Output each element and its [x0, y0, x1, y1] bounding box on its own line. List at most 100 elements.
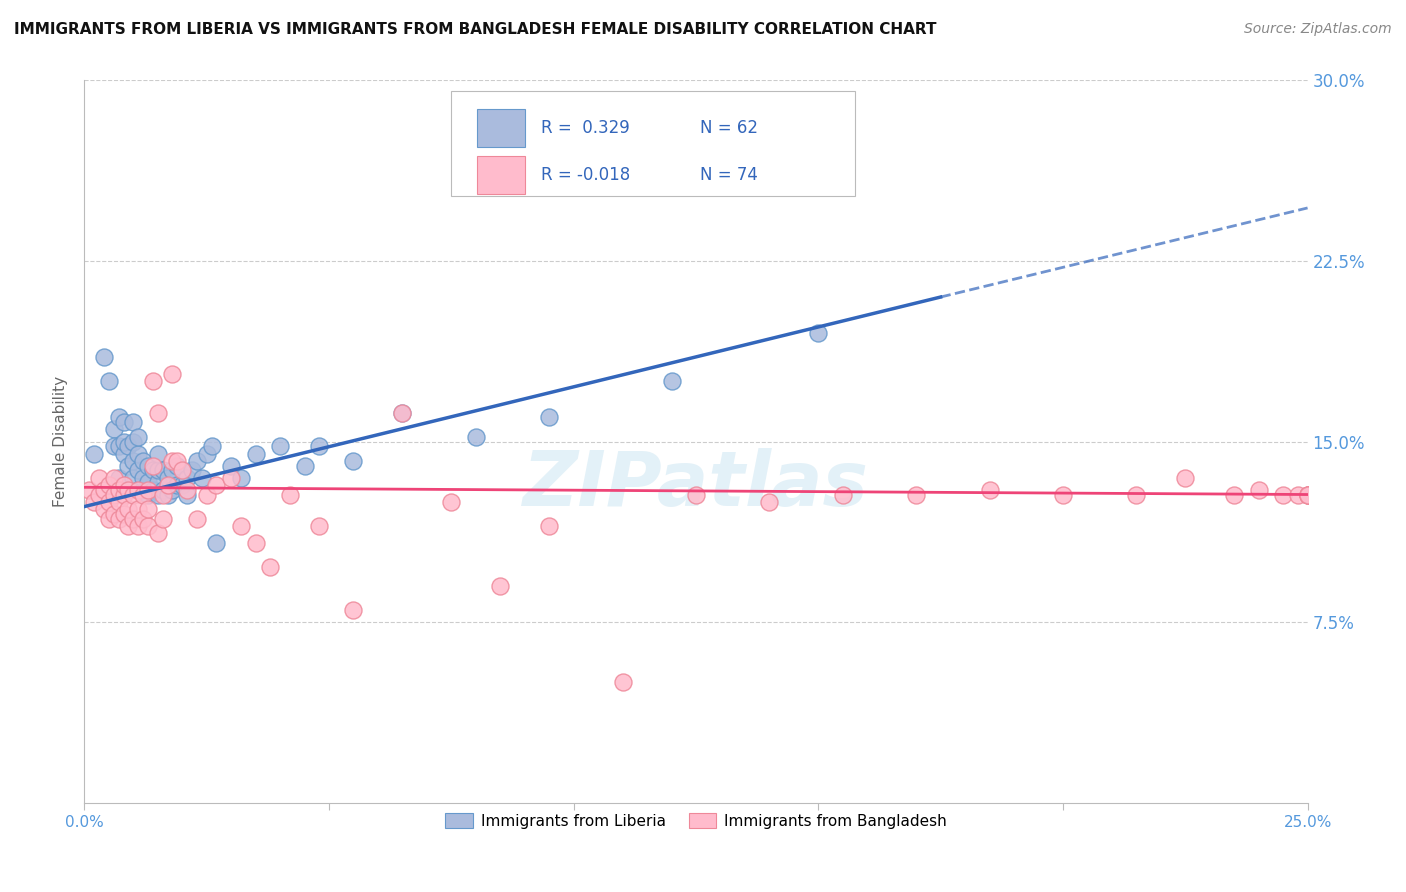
Point: [146, 446, 169, 460]
Point: [229, 518, 252, 533]
Point: [1247, 483, 1270, 497]
Point: [538, 410, 561, 425]
Point: [166, 478, 188, 492]
Point: [186, 454, 208, 468]
Point: [107, 410, 129, 425]
Point: [162, 463, 184, 477]
Point: [1296, 487, 1319, 501]
Point: [205, 478, 228, 492]
Point: [905, 487, 928, 501]
Point: [294, 458, 316, 473]
Point: [156, 470, 179, 484]
Point: [1052, 487, 1074, 501]
Point: [162, 483, 184, 497]
Y-axis label: Female Disability: Female Disability: [53, 376, 69, 508]
FancyBboxPatch shape: [477, 156, 524, 194]
Point: [342, 603, 364, 617]
Point: [152, 483, 174, 497]
Point: [464, 430, 486, 444]
Point: [83, 494, 105, 508]
Point: [122, 487, 145, 501]
Point: [278, 487, 301, 501]
Point: [136, 502, 159, 516]
Text: IMMIGRANTS FROM LIBERIA VS IMMIGRANTS FROM BANGLADESH FEMALE DISABILITY CORRELAT: IMMIGRANTS FROM LIBERIA VS IMMIGRANTS FR…: [14, 22, 936, 37]
Point: [136, 458, 159, 473]
Point: [103, 439, 125, 453]
Point: [107, 494, 129, 508]
Point: [146, 475, 169, 490]
Point: [103, 507, 125, 521]
Point: [489, 579, 512, 593]
Point: [122, 470, 145, 484]
Point: [259, 559, 281, 574]
Text: R =  0.329: R = 0.329: [541, 119, 630, 137]
Point: [758, 494, 780, 508]
Point: [172, 478, 194, 492]
Point: [87, 470, 110, 484]
Point: [391, 406, 413, 420]
Point: [391, 406, 413, 420]
Point: [77, 483, 100, 497]
Point: [205, 535, 228, 549]
Point: [245, 535, 267, 549]
Point: [122, 415, 145, 429]
Text: R = -0.018: R = -0.018: [541, 166, 630, 184]
Point: [112, 478, 135, 492]
Point: [176, 483, 198, 497]
Point: [1125, 487, 1147, 501]
Point: [1296, 487, 1319, 501]
Legend: Immigrants from Liberia, Immigrants from Bangladesh: Immigrants from Liberia, Immigrants from…: [440, 806, 952, 835]
Point: [200, 439, 222, 453]
Point: [112, 487, 135, 501]
Point: [152, 463, 174, 477]
FancyBboxPatch shape: [477, 109, 524, 147]
Point: [440, 494, 463, 508]
Point: [122, 511, 145, 525]
Point: [112, 415, 135, 429]
Point: [97, 511, 120, 525]
Point: [269, 439, 291, 453]
Point: [97, 374, 120, 388]
Text: Source: ZipAtlas.com: Source: ZipAtlas.com: [1244, 22, 1392, 37]
Point: [661, 374, 683, 388]
Point: [122, 434, 145, 449]
Point: [93, 350, 115, 364]
Point: [127, 446, 149, 460]
Point: [152, 487, 174, 501]
Point: [538, 518, 561, 533]
Point: [112, 434, 135, 449]
Text: ZIPatlas: ZIPatlas: [523, 448, 869, 522]
Point: [127, 463, 149, 477]
Point: [142, 374, 165, 388]
Point: [1174, 470, 1197, 484]
Point: [107, 483, 129, 497]
Point: [308, 439, 330, 453]
Point: [117, 458, 139, 473]
Point: [146, 406, 169, 420]
Point: [136, 487, 159, 501]
Point: [132, 487, 155, 501]
Point: [1272, 487, 1295, 501]
Point: [136, 518, 159, 533]
Point: [142, 483, 165, 497]
Point: [1296, 487, 1319, 501]
Point: [1286, 487, 1309, 501]
Point: [136, 475, 159, 490]
Point: [112, 507, 135, 521]
Point: [195, 446, 218, 460]
Point: [132, 483, 155, 497]
Point: [103, 470, 125, 484]
Point: [195, 487, 218, 501]
Point: [831, 487, 853, 501]
Point: [308, 518, 330, 533]
Point: [191, 470, 214, 484]
Point: [176, 487, 198, 501]
Point: [103, 487, 125, 501]
Text: N = 62: N = 62: [700, 119, 758, 137]
Point: [127, 483, 149, 497]
Point: [152, 511, 174, 525]
Text: N = 74: N = 74: [700, 166, 758, 184]
Point: [685, 487, 707, 501]
Point: [146, 463, 169, 477]
Point: [132, 470, 155, 484]
